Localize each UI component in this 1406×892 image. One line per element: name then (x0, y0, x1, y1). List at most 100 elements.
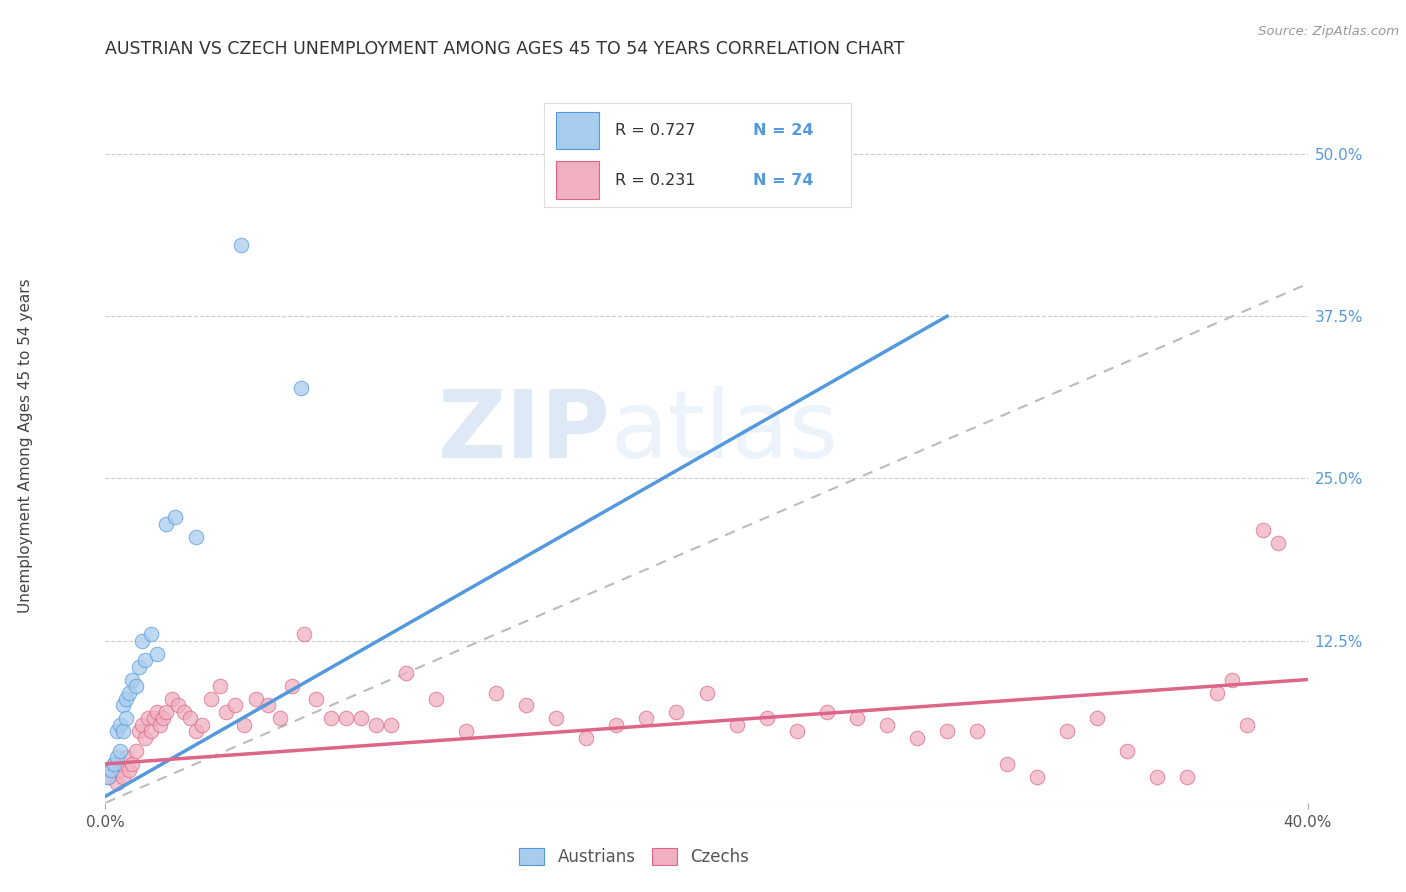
Point (121, 756, 143, 771)
Point (815, 705, 838, 719)
Point (1116, 744, 1139, 758)
Point (1146, 770, 1168, 784)
Point (190, 718, 212, 732)
Point (124, 744, 146, 758)
Point (1251, 524, 1274, 538)
Point (97, 770, 120, 784)
Point (305, 692, 328, 706)
Text: Unemployment Among Ages 45 to 54 years: Unemployment Among Ages 45 to 54 years (18, 278, 32, 614)
Point (110, 764, 132, 778)
Point (145, 705, 167, 719)
Point (224, 698, 246, 713)
Point (1056, 724, 1078, 739)
Point (107, 724, 129, 739)
Point (755, 711, 778, 725)
Point (107, 776, 129, 790)
Point (905, 731, 928, 745)
Point (966, 724, 988, 739)
Point (1085, 711, 1108, 725)
Point (112, 724, 135, 739)
Point (134, 653, 156, 667)
Point (115, 692, 138, 706)
Text: AUSTRIAN VS CZECH UNEMPLOYMENT AMONG AGES 45 TO 54 YEARS CORRELATION CHART: AUSTRIAN VS CZECH UNEMPLOYMENT AMONG AGE… (105, 40, 905, 58)
Point (139, 627, 162, 641)
Point (208, 679, 231, 693)
Point (131, 633, 153, 648)
Point (148, 718, 170, 732)
Point (112, 698, 135, 713)
Point (115, 711, 138, 725)
Point (118, 685, 141, 699)
Point (166, 698, 188, 713)
Point (515, 698, 537, 713)
Point (245, 692, 267, 706)
Point (152, 711, 174, 725)
Point (160, 692, 183, 706)
Text: Source: ZipAtlas.com: Source: ZipAtlas.com (1258, 25, 1399, 38)
Point (454, 724, 477, 739)
Point (1267, 536, 1289, 550)
Point (139, 724, 162, 739)
Point (184, 724, 207, 739)
Point (281, 679, 304, 693)
Point (145, 647, 167, 661)
Point (364, 718, 387, 732)
Point (269, 711, 291, 725)
Point (485, 685, 508, 699)
Point (163, 510, 186, 524)
Point (155, 516, 177, 531)
Point (200, 692, 222, 706)
Point (184, 530, 207, 544)
Point (1236, 718, 1258, 732)
Point (1222, 673, 1244, 687)
Point (845, 711, 868, 725)
Point (97, 770, 120, 784)
Point (103, 756, 125, 771)
Point (256, 698, 278, 713)
Point (131, 718, 153, 732)
Legend: Austrians, Czechs: Austrians, Czechs (513, 841, 756, 873)
Point (121, 673, 143, 687)
Point (786, 724, 808, 739)
Point (229, 238, 252, 252)
Point (995, 756, 1018, 771)
Point (725, 718, 748, 732)
Point (292, 627, 315, 641)
Point (128, 724, 150, 739)
Point (636, 711, 658, 725)
Point (1026, 770, 1049, 784)
Point (103, 756, 125, 771)
Point (546, 711, 568, 725)
Point (134, 731, 156, 745)
Point (112, 770, 135, 784)
Point (214, 705, 236, 719)
Point (136, 711, 159, 725)
Point (380, 718, 402, 732)
Point (1175, 770, 1198, 784)
Point (696, 685, 718, 699)
Point (395, 666, 418, 681)
Text: atlas: atlas (610, 385, 838, 478)
Point (115, 750, 138, 764)
Point (1206, 685, 1229, 699)
Point (118, 764, 141, 778)
Point (128, 659, 150, 673)
Point (100, 764, 122, 778)
Point (100, 764, 122, 778)
Point (425, 692, 447, 706)
Point (350, 711, 373, 725)
Point (290, 381, 312, 395)
Point (936, 724, 959, 739)
Point (155, 705, 177, 719)
Point (173, 705, 195, 719)
Point (575, 731, 598, 745)
Point (665, 705, 688, 719)
Point (335, 711, 357, 725)
Point (876, 718, 898, 732)
Point (319, 711, 342, 725)
Text: ZIP: ZIP (437, 385, 610, 478)
Point (142, 711, 165, 725)
Point (179, 711, 201, 725)
Point (605, 718, 627, 732)
Point (107, 750, 129, 764)
